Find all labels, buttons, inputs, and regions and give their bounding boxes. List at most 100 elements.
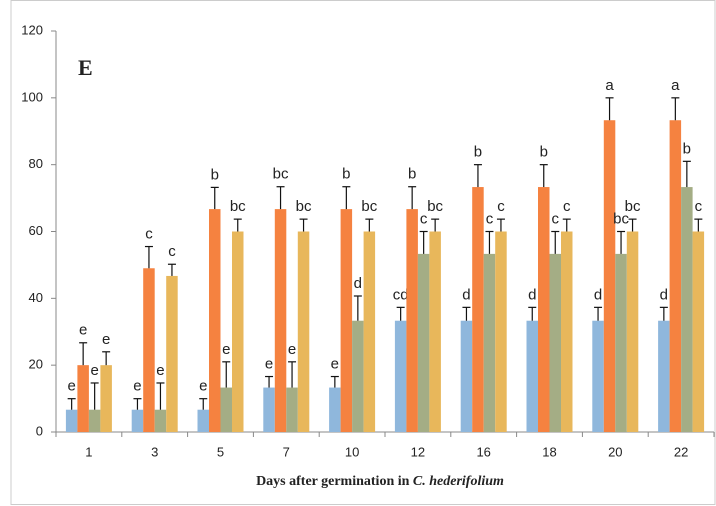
- chart-frame: [10, 0, 716, 505]
- significance-label: c: [695, 198, 703, 215]
- bar: [526, 320, 538, 432]
- x-tick-label: 22: [674, 444, 688, 459]
- bar: [352, 320, 364, 432]
- significance-label: c: [486, 210, 494, 227]
- bar: [143, 268, 155, 432]
- bar: [297, 231, 310, 432]
- bar: [417, 253, 430, 432]
- bar: [692, 231, 705, 432]
- bar: [197, 409, 209, 432]
- significance-label: c: [145, 226, 153, 243]
- x-tick-label: 18: [542, 444, 556, 459]
- y-tick-label: 120: [21, 22, 43, 37]
- significance-label: c: [420, 210, 428, 227]
- bar: [472, 187, 484, 432]
- x-tick-label: 7: [283, 444, 290, 459]
- significance-label: bc: [625, 198, 641, 215]
- bar: [329, 387, 341, 432]
- bar: [626, 231, 639, 432]
- significance-label: bc: [361, 198, 377, 215]
- significance-label: bc: [296, 198, 312, 215]
- bar: [286, 387, 298, 432]
- bar: [681, 187, 693, 432]
- x-axis-label: Days after germination in C. hederifoliu…: [256, 474, 504, 489]
- bar: [429, 231, 441, 432]
- significance-label: b: [211, 166, 219, 183]
- y-tick-label: 40: [29, 290, 43, 305]
- significance-label: d: [528, 286, 536, 303]
- bar: [131, 409, 144, 432]
- bar: [363, 231, 376, 432]
- bar: [154, 409, 167, 432]
- significance-label: c: [168, 243, 176, 260]
- bar: [274, 209, 287, 432]
- significance-label: d: [660, 286, 668, 303]
- y-tick-label: 100: [21, 89, 43, 104]
- significance-label: b: [342, 166, 350, 183]
- bar: [394, 320, 407, 432]
- significance-label: cd: [393, 286, 409, 303]
- significance-label: e: [133, 378, 141, 395]
- x-tick-label: 16: [476, 444, 490, 459]
- x-tick-label: 20: [608, 444, 622, 459]
- significance-label: e: [331, 355, 339, 372]
- significance-label: d: [594, 286, 602, 303]
- significance-label: a: [605, 77, 614, 94]
- significance-label: b: [474, 144, 482, 161]
- bar: [495, 231, 507, 432]
- significance-label: bc: [230, 198, 246, 215]
- significance-label: e: [265, 355, 273, 372]
- significance-label: e: [79, 322, 87, 339]
- significance-label: b: [540, 144, 548, 161]
- bar: [561, 231, 573, 432]
- bar: [460, 320, 473, 432]
- significance-label: d: [462, 286, 470, 303]
- bar: [669, 120, 682, 432]
- bar: [603, 120, 616, 432]
- significance-label: e: [288, 341, 296, 358]
- x-tick-label: 3: [151, 444, 158, 459]
- significance-label: c: [563, 198, 571, 215]
- y-tick-label: 80: [29, 156, 43, 171]
- significance-label: bc: [427, 198, 443, 215]
- bar: [100, 365, 112, 432]
- significance-label: e: [199, 378, 207, 395]
- bar: [538, 187, 550, 432]
- significance-label: bc: [613, 210, 629, 227]
- significance-label: c: [497, 198, 505, 215]
- y-tick-label: 0: [36, 423, 43, 438]
- significance-label: e: [67, 378, 75, 395]
- y-tick-label: 20: [29, 357, 43, 372]
- bar: [232, 231, 244, 432]
- bar: [549, 253, 561, 432]
- bar: [406, 209, 418, 432]
- bar: [209, 209, 221, 432]
- bar: [263, 387, 275, 432]
- significance-label: c: [552, 210, 560, 227]
- significance-label: e: [90, 362, 98, 379]
- bar: [166, 275, 178, 432]
- significance-label: e: [156, 362, 164, 379]
- significance-label: b: [408, 166, 416, 183]
- x-tick-label: 10: [345, 444, 359, 459]
- significance-label: bc: [273, 166, 289, 183]
- x-label-species: C. hederifolium: [413, 474, 504, 489]
- y-tick-label: 60: [29, 223, 43, 238]
- significance-label: a: [671, 77, 680, 94]
- bar: [220, 387, 232, 432]
- x-label-text: Days after germination in: [256, 474, 410, 489]
- bar: [658, 320, 670, 432]
- bar: [77, 365, 89, 432]
- x-tick-label: 12: [411, 444, 425, 459]
- bar: [483, 253, 496, 432]
- significance-label: d: [354, 275, 362, 292]
- significance-label: e: [102, 331, 110, 348]
- bar: [615, 253, 627, 432]
- chart-title: E: [78, 55, 93, 80]
- bar: [592, 320, 604, 432]
- bar: [88, 409, 101, 432]
- x-tick-label: 5: [217, 444, 224, 459]
- significance-label: e: [222, 341, 230, 358]
